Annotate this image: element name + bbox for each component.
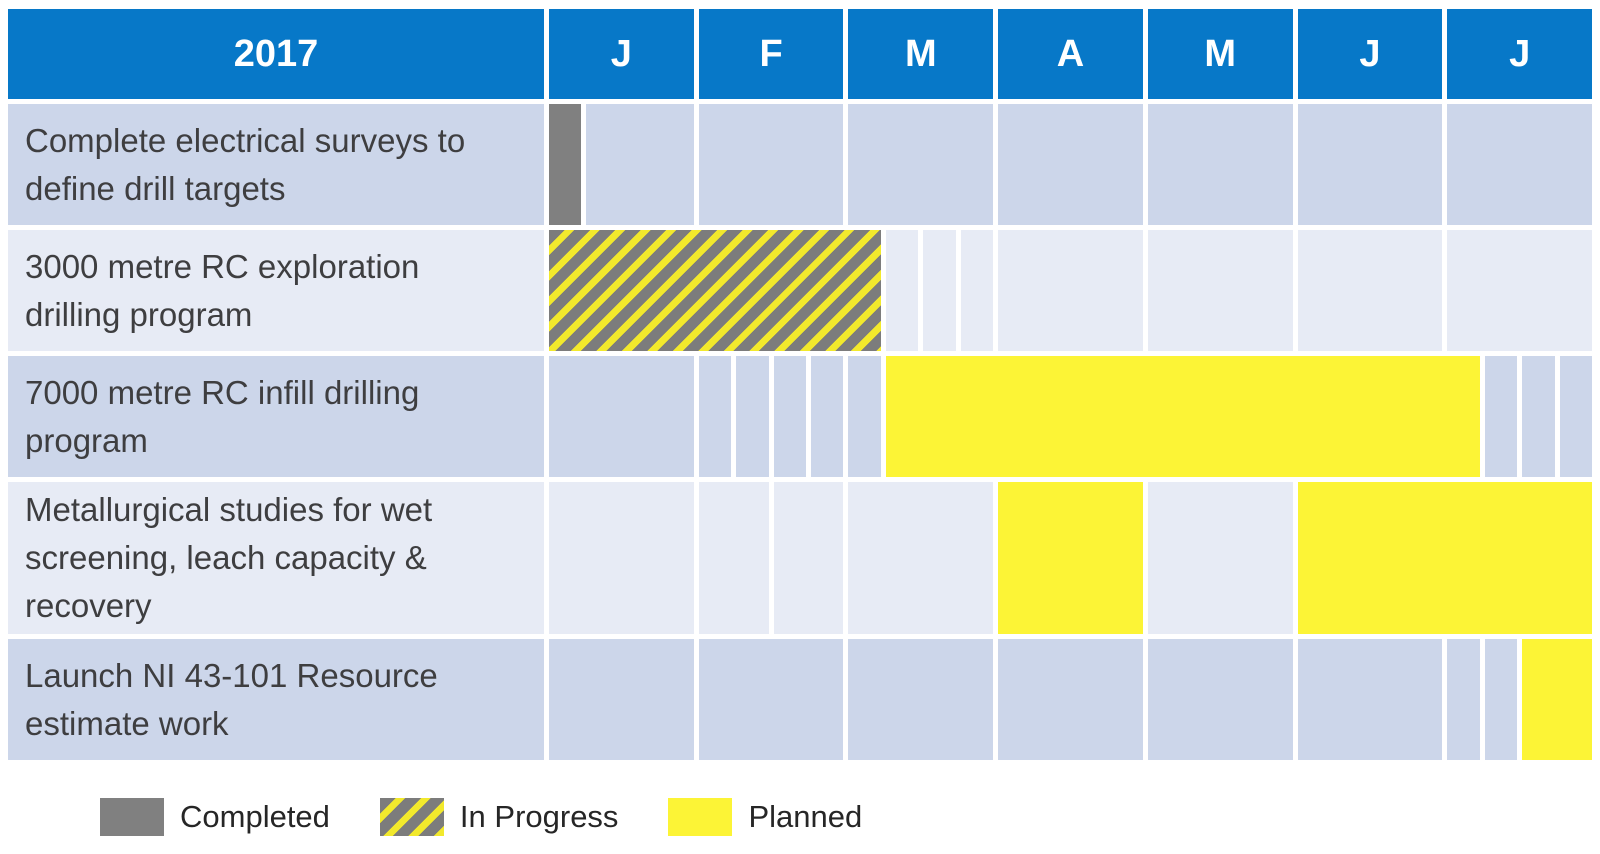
month-header-6: J bbox=[1297, 9, 1443, 99]
grid-cell bbox=[698, 104, 844, 225]
planned-swatch-icon bbox=[668, 798, 733, 836]
grid-cell bbox=[1447, 639, 1480, 760]
grid-cell bbox=[549, 356, 694, 477]
task-label-ni43-101: Launch NI 43-101 Resource estimate work bbox=[8, 639, 544, 760]
grid-cell bbox=[1147, 482, 1293, 634]
grid-cell bbox=[810, 356, 844, 477]
grid-cell bbox=[1522, 356, 1555, 477]
grid-cell bbox=[1297, 104, 1443, 225]
year-header-cell: 2017 bbox=[8, 9, 544, 99]
in-progress-swatch-icon bbox=[379, 798, 444, 836]
grid-cell bbox=[773, 482, 844, 634]
grid-cell bbox=[736, 356, 769, 477]
grid-cell bbox=[1147, 639, 1293, 760]
legend: Completed In Progress Planned bbox=[100, 798, 912, 836]
grid-cell bbox=[586, 104, 694, 225]
grid-cell bbox=[549, 639, 694, 760]
grid-cell bbox=[848, 356, 881, 477]
grid-cell bbox=[1484, 639, 1518, 760]
task-label-7000m-drilling: 7000 metre RC infill drilling program bbox=[8, 356, 544, 477]
grid-cell bbox=[1147, 104, 1293, 225]
bar-completed-electrical-surveys bbox=[549, 104, 582, 225]
legend-item-in-progress: In Progress bbox=[379, 798, 619, 836]
grid-cell bbox=[848, 639, 994, 760]
bar-planned-7000m-drilling bbox=[885, 356, 1480, 477]
grid-cell bbox=[848, 104, 994, 225]
grid-cell bbox=[1484, 356, 1518, 477]
legend-label-in-progress: In Progress bbox=[459, 799, 619, 834]
task-label-met-studies: Metallurgical studies for wet screening,… bbox=[8, 482, 544, 634]
month-header-1: J bbox=[549, 9, 694, 99]
grid-cell bbox=[1447, 104, 1592, 225]
grid-cell bbox=[998, 639, 1143, 760]
month-header-5: M bbox=[1147, 9, 1293, 99]
month-header-4: A bbox=[998, 9, 1143, 99]
month-header-2: F bbox=[698, 9, 844, 99]
grid-cell bbox=[698, 356, 732, 477]
bar-inprogress-3000m-drilling bbox=[549, 230, 881, 351]
month-header-3: M bbox=[848, 9, 994, 99]
grid-cell bbox=[1559, 356, 1592, 477]
legend-item-completed: Completed bbox=[100, 798, 330, 836]
grid-cell bbox=[549, 482, 694, 634]
grid-cell bbox=[960, 230, 994, 351]
grid-cell bbox=[1297, 230, 1443, 351]
legend-item-planned: Planned bbox=[668, 798, 862, 836]
grid-cell bbox=[773, 356, 806, 477]
bar-planned-met-studies-june-july bbox=[1297, 482, 1592, 634]
bar-planned-ni43-101 bbox=[1522, 639, 1592, 760]
grid-cell bbox=[848, 482, 994, 634]
grid-cell bbox=[698, 639, 844, 760]
grid-cell bbox=[1147, 230, 1293, 351]
grid-cell bbox=[698, 482, 769, 634]
gantt-table: 2017 J F M A M J J Complete electrical s… bbox=[8, 9, 1592, 760]
grid-cell bbox=[998, 104, 1143, 225]
task-label-3000m-drilling: 3000 metre RC exploration drilling progr… bbox=[8, 230, 544, 351]
bar-planned-met-studies-april bbox=[998, 482, 1143, 634]
grid-cell bbox=[998, 230, 1143, 351]
legend-label-planned: Planned bbox=[748, 799, 863, 834]
legend-label-completed: Completed bbox=[180, 799, 330, 834]
grid-cell bbox=[923, 230, 956, 351]
grid-cell bbox=[1447, 230, 1592, 351]
task-label-electrical-surveys: Complete electrical surveys to define dr… bbox=[8, 104, 544, 225]
grid-cell bbox=[885, 230, 919, 351]
month-header-7: J bbox=[1447, 9, 1592, 99]
completed-swatch-icon bbox=[100, 798, 164, 836]
grid-cell bbox=[1297, 639, 1443, 760]
